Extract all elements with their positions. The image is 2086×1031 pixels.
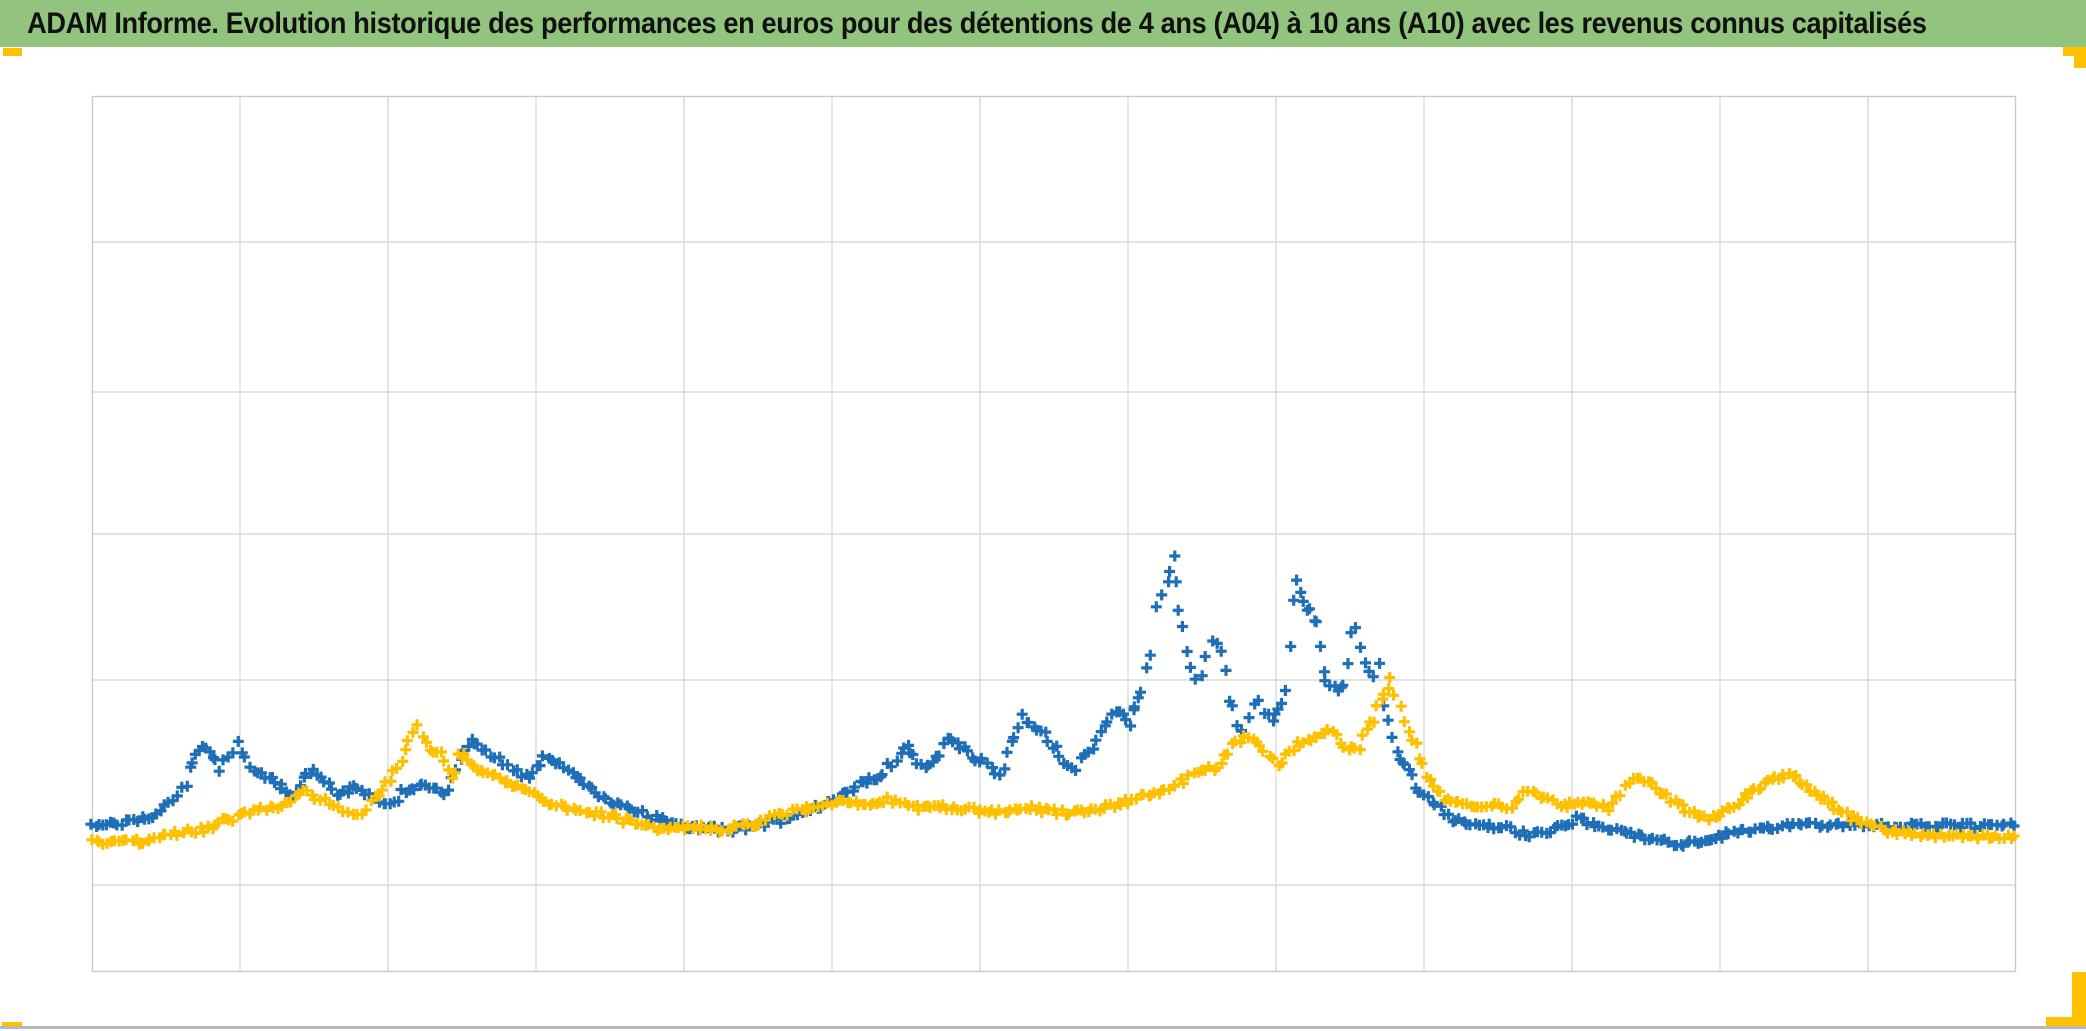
page-title: ADAM Informe. Evolution historique des p…: [27, 6, 1927, 40]
corner-accent-top-left: [3, 48, 22, 56]
corner-accent-bottom-right-v: [2072, 972, 2086, 1029]
corner-accent-bottom-left: [2, 1022, 22, 1029]
chart-area[interactable]: [85, 95, 2020, 973]
corner-accent-top-right-v: [2074, 47, 2086, 68]
scatter-series-yellow: [86, 672, 2020, 850]
bottom-rule: [0, 1026, 2086, 1029]
plot-border: [91, 95, 2017, 973]
chart-plot: [85, 95, 2020, 973]
header-bar: ADAM Informe. Evolution historique des p…: [0, 0, 2086, 47]
